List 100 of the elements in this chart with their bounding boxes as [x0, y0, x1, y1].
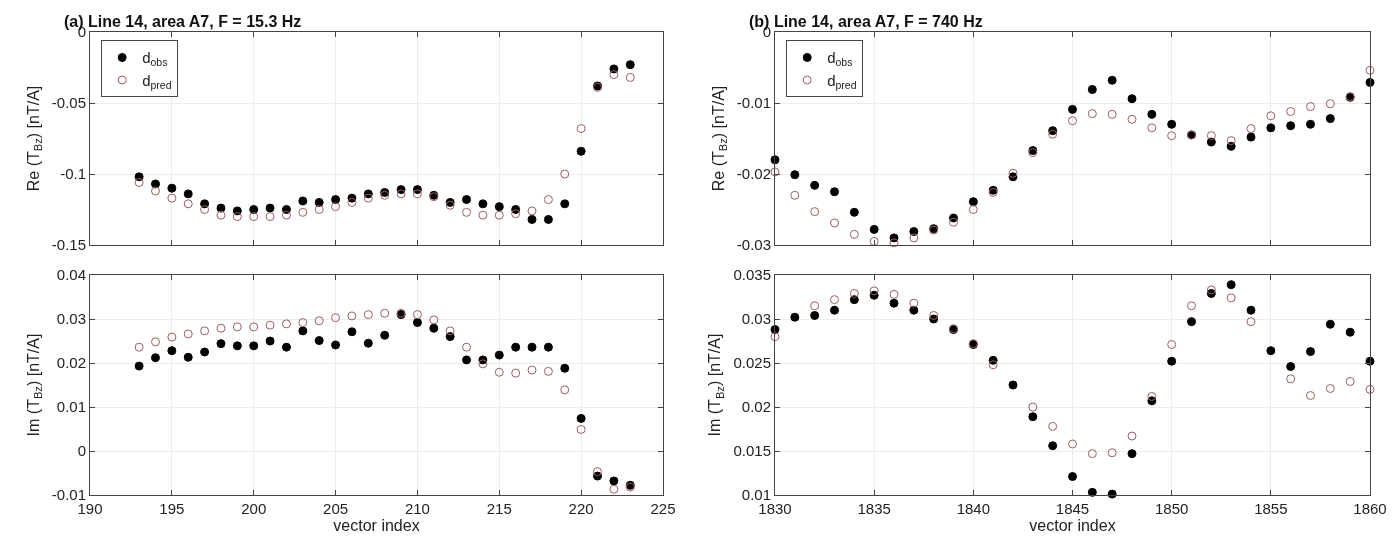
point: [593, 467, 603, 477]
point: [543, 214, 553, 224]
point: [869, 236, 879, 246]
point: [576, 424, 586, 434]
x-tick-label: 1860: [1353, 500, 1387, 517]
point: [478, 210, 488, 220]
point: [849, 207, 859, 217]
point: [1048, 421, 1058, 431]
point: [412, 310, 422, 320]
point: [929, 310, 939, 320]
point: [1246, 132, 1256, 142]
point: [445, 326, 455, 336]
legend-label: d$_{obs}$: [827, 49, 853, 69]
x-tick-label: 195: [159, 500, 185, 517]
point: [1226, 136, 1236, 146]
y-tick-label: -0.15: [51, 236, 86, 254]
point: [1266, 111, 1276, 121]
y-tick-label: -0.01: [736, 94, 771, 112]
point: [1187, 317, 1196, 327]
point: [609, 484, 619, 494]
point: [1068, 116, 1077, 126]
y-tick-label: 0.04: [56, 266, 86, 284]
point: [560, 385, 570, 395]
point: [511, 342, 521, 352]
point: [265, 203, 275, 213]
x-tick-label: 225: [650, 500, 676, 517]
point: [576, 413, 586, 423]
point: [478, 359, 488, 369]
point: [216, 323, 226, 333]
point: [869, 224, 879, 234]
point: [150, 186, 160, 196]
point: [1266, 346, 1276, 356]
point: [1127, 94, 1137, 104]
point: [298, 207, 308, 217]
point: [265, 212, 275, 222]
point: [494, 202, 504, 212]
point: [412, 189, 422, 199]
point: [1147, 123, 1157, 133]
point: [1147, 109, 1157, 119]
y-tick-label: 0.02: [741, 398, 771, 416]
point: [265, 336, 275, 346]
point: [560, 363, 570, 373]
x-axis-title: vector index: [333, 517, 420, 534]
point: [1127, 431, 1137, 441]
point: [281, 210, 291, 220]
point: [1127, 114, 1137, 124]
point: [494, 350, 504, 360]
point: [281, 342, 291, 352]
point: [1325, 99, 1335, 109]
point: [1008, 168, 1018, 178]
point: [1167, 340, 1177, 350]
point: [232, 341, 242, 351]
point: [200, 205, 210, 214]
point: [183, 352, 193, 362]
point: [200, 326, 210, 336]
legend-label: d$_{pred}$: [827, 71, 857, 91]
y-tick-label: 0.03: [741, 310, 771, 328]
y-tick-label: 0.035: [733, 266, 771, 284]
x-tick-label: 200: [241, 500, 267, 517]
point: [810, 310, 820, 320]
point: [331, 202, 341, 212]
point: [1306, 119, 1315, 129]
point: [216, 210, 226, 220]
point: [869, 286, 879, 296]
point: [1087, 449, 1097, 459]
point: [134, 342, 144, 352]
point: [1107, 109, 1117, 119]
point: [849, 288, 859, 298]
y-tick-label: 0.015: [733, 442, 771, 460]
point: [1266, 123, 1276, 133]
point: [314, 197, 324, 207]
point: [576, 124, 586, 134]
y-tick-label: -0.05: [51, 94, 86, 112]
point: [314, 336, 324, 346]
point: [543, 366, 553, 376]
point: [1048, 441, 1058, 451]
point: [988, 360, 998, 370]
point: [265, 320, 275, 330]
point: [909, 233, 919, 243]
point: [1306, 102, 1315, 112]
point: [810, 207, 820, 217]
point: [790, 190, 800, 200]
point: [527, 206, 537, 216]
point: [576, 146, 586, 156]
point: [543, 342, 553, 352]
point: [1107, 448, 1117, 458]
point: [200, 347, 210, 357]
point: [1345, 327, 1355, 337]
point: [830, 305, 839, 315]
x-tick-label: 205: [323, 500, 349, 517]
point: [511, 209, 521, 219]
point: [462, 195, 472, 205]
point: [462, 355, 472, 365]
point: [363, 310, 373, 320]
point: [810, 180, 820, 190]
point: [1246, 317, 1256, 327]
point: [1087, 487, 1097, 497]
point: [363, 338, 373, 348]
x-tick-label: 1840: [956, 500, 991, 517]
point: [790, 170, 800, 180]
